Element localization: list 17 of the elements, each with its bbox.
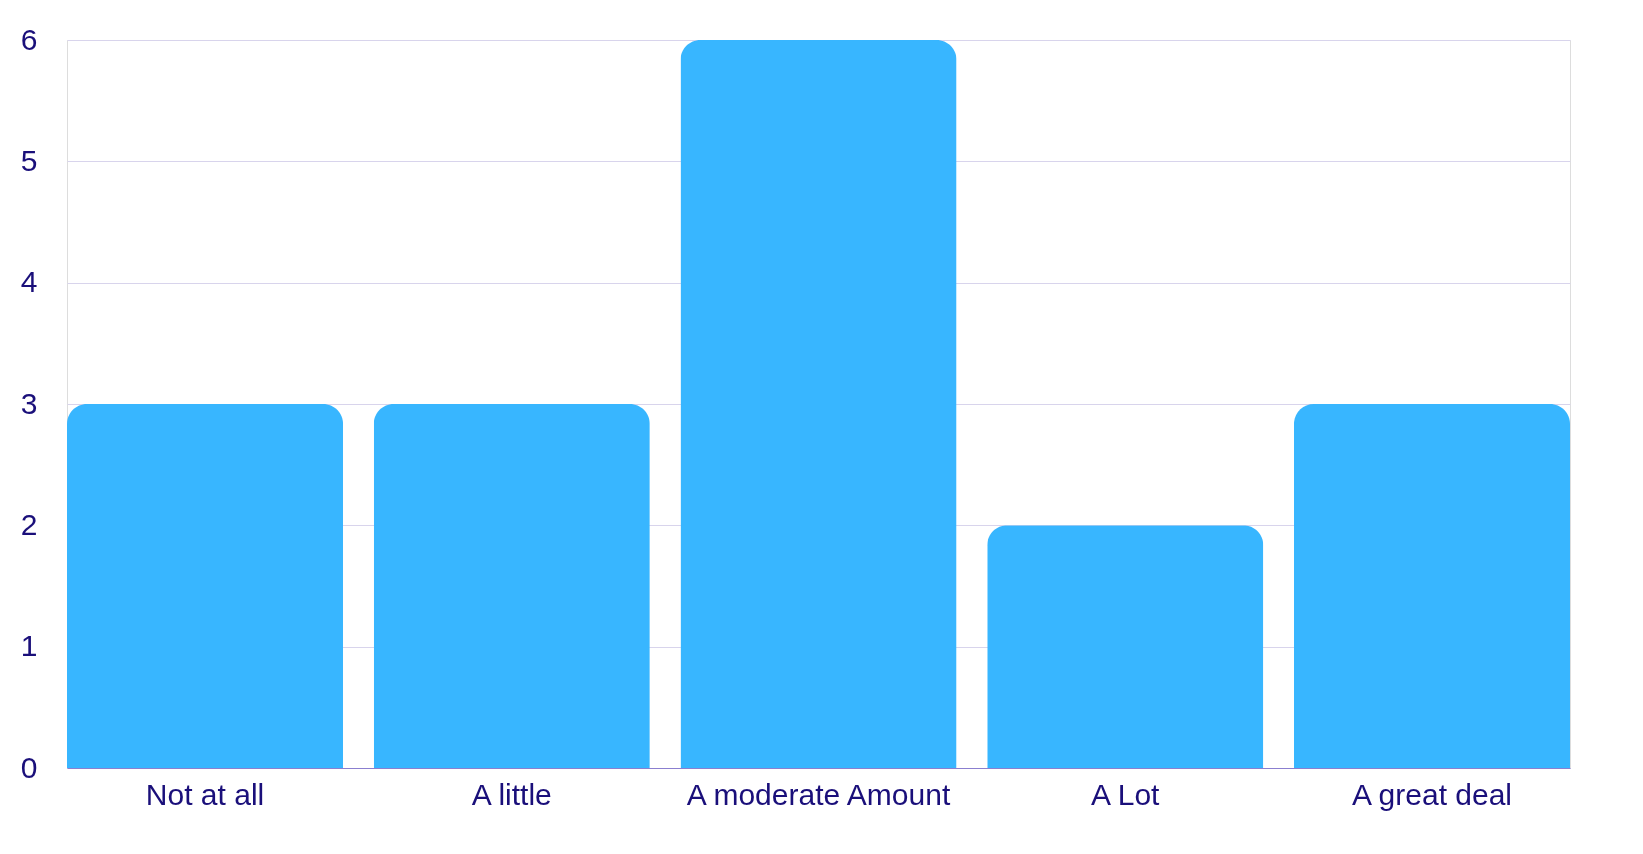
x-tick-label: A Lot <box>1091 777 1161 811</box>
y-tick-label: 3 <box>20 386 38 420</box>
bar <box>67 404 344 768</box>
y-tick-label: 0 <box>20 750 38 784</box>
x-tick-label: Not at all <box>145 777 265 811</box>
bar <box>373 404 650 768</box>
y-tick-label: 4 <box>20 265 38 299</box>
bar <box>987 525 1264 768</box>
x-tick-label: A moderate Amount <box>686 777 951 811</box>
y-tick-label: 2 <box>20 507 38 541</box>
x-tick-label: A great deal <box>1351 777 1513 811</box>
bar <box>680 40 957 768</box>
y-tick-label: 5 <box>20 143 38 177</box>
bar <box>1293 404 1570 768</box>
y-tick-label: 1 <box>20 629 38 663</box>
x-tick-label: A little <box>471 777 552 811</box>
y-tick-label: 6 <box>20 22 38 56</box>
